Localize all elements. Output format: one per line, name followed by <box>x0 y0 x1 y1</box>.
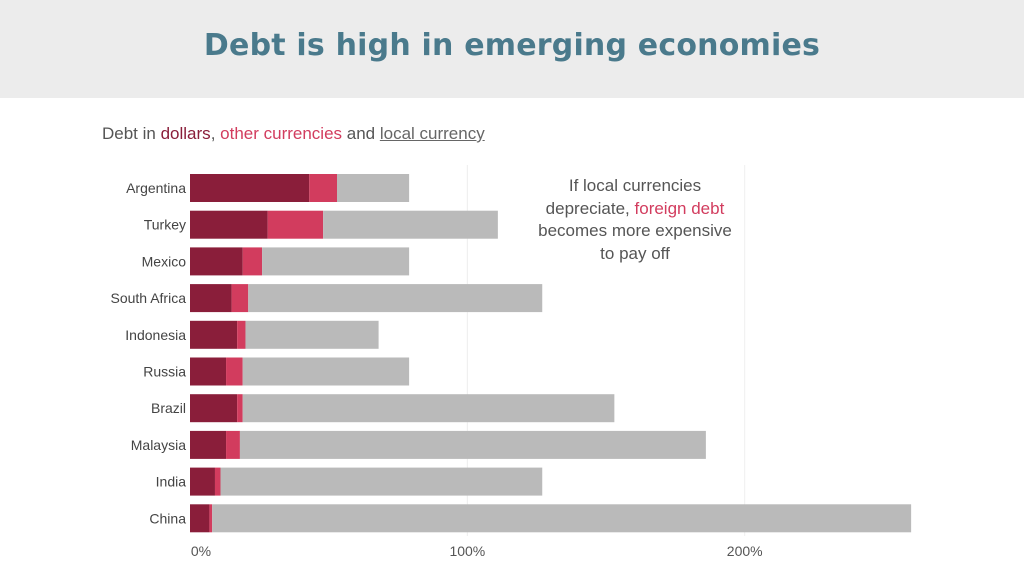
category-label: Indonesia <box>125 327 186 343</box>
chart-subtitle: Debt in dollars, other currencies and lo… <box>102 124 485 144</box>
bar-china-other-currencies <box>209 504 213 533</box>
subtitle-sep2: and <box>342 124 380 143</box>
bar-brazil-other-currencies <box>237 394 243 423</box>
header-bar <box>0 0 1024 98</box>
page-title: Debt is high in emerging economies <box>203 28 821 63</box>
bar-turkey-other-currencies <box>267 210 324 239</box>
bar-mexico-dollars <box>190 247 243 276</box>
x-tick-label: 0% <box>191 543 211 559</box>
bar-russia-other-currencies <box>226 357 243 386</box>
bar-turkey-dollars <box>190 210 268 239</box>
category-label: Mexico <box>142 253 187 269</box>
bar-malaysia-local-currency <box>239 430 706 459</box>
bar-malaysia-other-currencies <box>226 430 240 459</box>
chart-annotation: If local currencies depreciate, foreign … <box>520 175 750 265</box>
bar-argentina-dollars <box>190 174 310 202</box>
category-label: India <box>156 474 187 490</box>
category-label: China <box>149 510 186 526</box>
category-label: Turkey <box>144 217 186 233</box>
bar-argentina-local-currency <box>337 174 410 202</box>
bar-indonesia-dollars <box>190 320 238 349</box>
annotation-highlight: foreign debt <box>634 198 725 218</box>
bar-china-dollars <box>190 504 210 533</box>
bar-turkey-local-currency <box>323 210 498 239</box>
bar-russia-dollars <box>190 357 227 386</box>
bar-indonesia-other-currencies <box>237 320 246 349</box>
bar-south-africa-other-currencies <box>231 284 249 313</box>
subtitle-prefix: Debt in <box>102 124 161 143</box>
category-label: South Africa <box>111 290 187 306</box>
category-label: Argentina <box>126 180 186 196</box>
bar-indonesia-local-currency <box>245 320 379 349</box>
bar-india-other-currencies <box>214 467 221 496</box>
legend-other-currencies: other currencies <box>220 124 343 143</box>
bar-mexico-other-currencies <box>242 247 263 276</box>
legend-local-currency: local currency <box>379 124 485 143</box>
bar-russia-local-currency <box>242 357 410 386</box>
x-tick-label: 100% <box>449 543 485 559</box>
bar-india-local-currency <box>220 467 543 496</box>
bar-south-africa-local-currency <box>248 284 543 313</box>
bar-argentina-other-currencies <box>309 174 337 202</box>
annotation-line-1: If local currencies <box>568 176 702 195</box>
annotation-line-3: becomes more expensive <box>538 221 732 240</box>
subtitle-sep1: , <box>210 124 221 143</box>
bar-india-dollars <box>190 467 215 496</box>
category-label: Malaysia <box>131 437 186 453</box>
legend-dollars: dollars <box>160 124 211 143</box>
annotation-line-2: depreciate, foreign debt <box>520 198 750 221</box>
bar-south-africa-dollars <box>190 284 232 313</box>
annotation-line-4: to pay off <box>600 243 670 263</box>
bar-mexico-local-currency <box>262 247 410 276</box>
x-tick-label: 200% <box>727 543 763 559</box>
bar-malaysia-dollars <box>190 430 227 459</box>
bar-brazil-local-currency <box>242 394 615 423</box>
annotation-line-2-prefix: depreciate, <box>545 198 635 218</box>
category-label: Brazil <box>151 400 186 416</box>
bar-china-local-currency <box>212 504 912 533</box>
category-label: Russia <box>143 364 186 380</box>
bar-brazil-dollars <box>190 394 238 423</box>
